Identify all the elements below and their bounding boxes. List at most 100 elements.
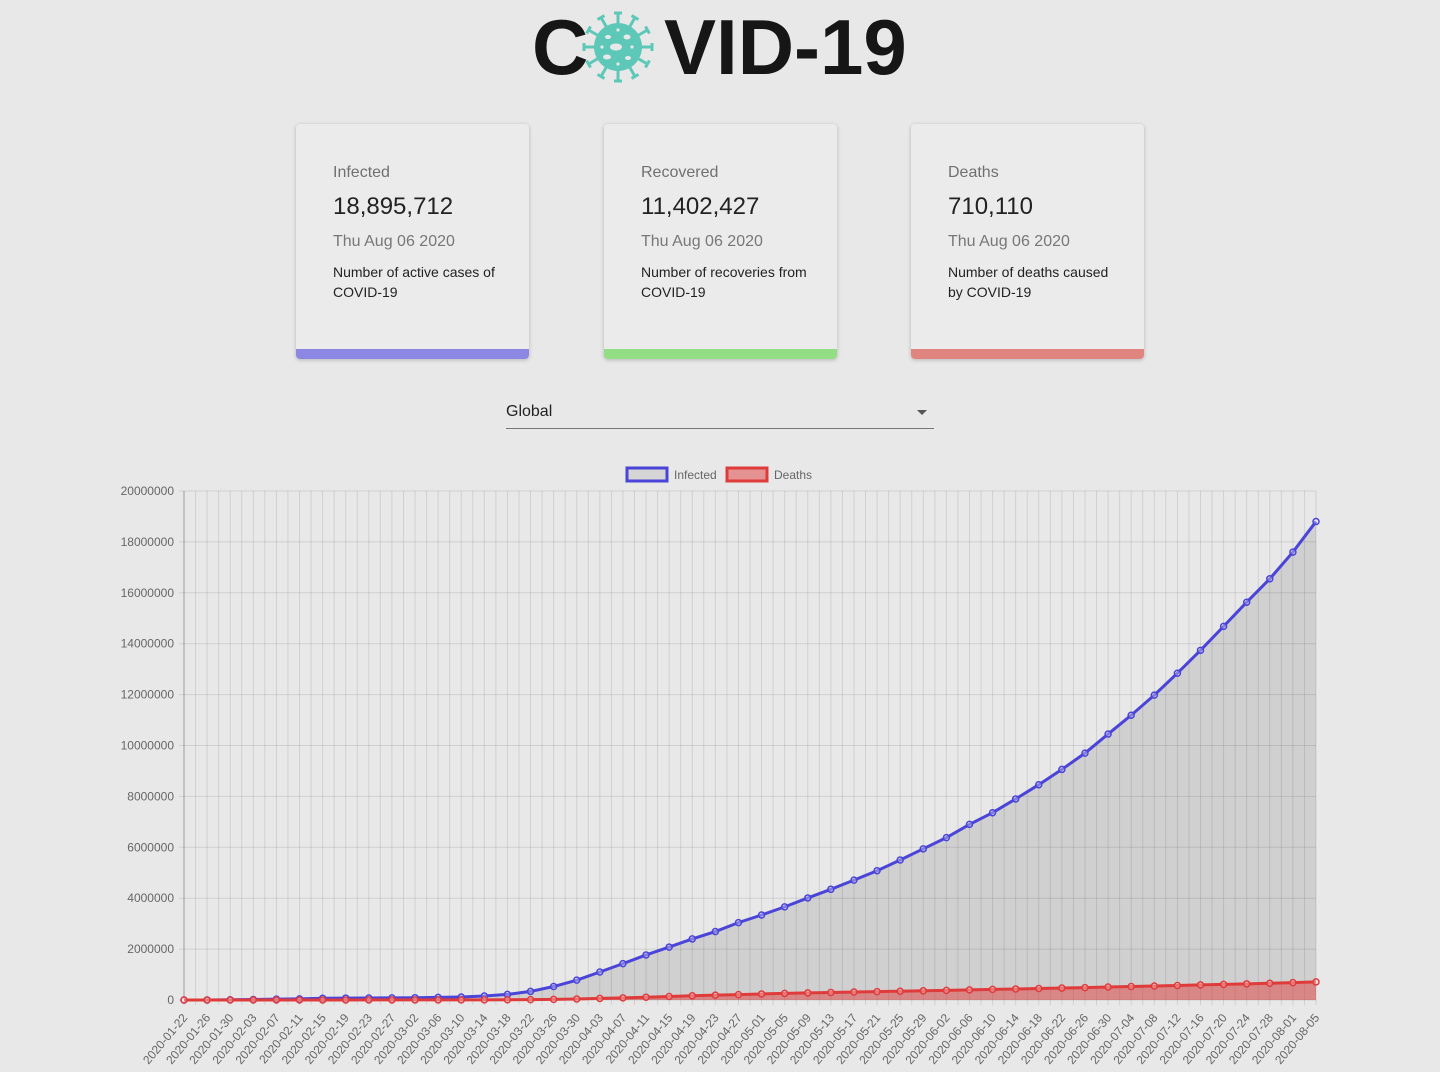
data-point-deaths bbox=[480, 996, 489, 1004]
data-point-deaths bbox=[1081, 983, 1089, 992]
card-label: Recovered bbox=[641, 164, 719, 181]
y-tick-label: 12000000 bbox=[121, 688, 175, 702]
data-point-deaths bbox=[873, 987, 881, 996]
data-point-deaths bbox=[1173, 981, 1182, 990]
data-point-infected bbox=[711, 927, 720, 936]
data-point-deaths bbox=[1035, 984, 1043, 993]
logo-text-start: C bbox=[532, 3, 589, 91]
data-point-infected bbox=[873, 866, 881, 875]
y-tick-label: 6000000 bbox=[127, 840, 174, 854]
data-point-deaths bbox=[1196, 981, 1205, 989]
data-point-deaths bbox=[226, 996, 234, 1004]
data-point-deaths bbox=[665, 992, 673, 1001]
data-point-deaths bbox=[619, 994, 627, 1002]
data-point-infected bbox=[988, 808, 997, 817]
data-point-deaths bbox=[1266, 979, 1274, 988]
covid-logo: C VID-19 bbox=[532, 2, 912, 92]
dropdown-arrow-icon bbox=[917, 410, 927, 415]
card-label: Infected bbox=[333, 164, 390, 181]
data-point-deaths bbox=[341, 996, 350, 1004]
card-description: Number of deaths caused by COVID-19 bbox=[948, 264, 1109, 300]
data-point-deaths bbox=[1011, 985, 1020, 993]
data-point-infected bbox=[1312, 517, 1320, 526]
data-point-deaths bbox=[942, 986, 951, 995]
country-select-value: Global bbox=[506, 403, 553, 420]
data-point-deaths bbox=[318, 996, 327, 1004]
card-label: Deaths bbox=[948, 164, 999, 181]
data-point-infected bbox=[642, 951, 650, 959]
data-point-deaths bbox=[596, 994, 604, 1003]
logo-text-end: VID-19 bbox=[664, 3, 907, 91]
data-point-deaths bbox=[180, 996, 188, 1004]
data-point-infected bbox=[572, 976, 581, 984]
data-point-deaths bbox=[295, 996, 304, 1004]
data-point-infected bbox=[942, 833, 951, 842]
data-point-infected bbox=[1081, 749, 1089, 757]
legend-swatch-deaths bbox=[725, 466, 769, 483]
data-point-infected bbox=[1219, 622, 1228, 631]
data-point-deaths bbox=[249, 996, 258, 1004]
card-color-bar bbox=[604, 349, 837, 359]
y-tick-label: 4000000 bbox=[127, 891, 174, 905]
card-description: Number of recoveries from COVID-19 bbox=[641, 264, 807, 300]
data-point-infected bbox=[827, 885, 835, 894]
data-point-infected bbox=[1035, 780, 1043, 789]
series-line-infected bbox=[183, 520, 1318, 1002]
card-value: 11,402,427 bbox=[641, 193, 760, 220]
data-point-deaths bbox=[1312, 978, 1320, 986]
data-point-deaths bbox=[503, 996, 512, 1004]
y-tick-label: 18000000 bbox=[121, 535, 175, 549]
data-point-deaths bbox=[572, 995, 581, 1003]
data-point-deaths bbox=[688, 992, 696, 1000]
card-value: 710,110 bbox=[948, 193, 1033, 220]
country-select[interactable]: Global bbox=[506, 398, 934, 429]
data-point-infected bbox=[757, 911, 766, 919]
data-point-deaths bbox=[850, 988, 858, 996]
data-point-deaths bbox=[1150, 982, 1159, 990]
data-point-deaths bbox=[919, 987, 928, 995]
data-point-deaths bbox=[1104, 983, 1112, 991]
data-point-deaths bbox=[434, 996, 442, 1004]
data-point-deaths bbox=[642, 993, 650, 1001]
data-point-infected bbox=[734, 918, 743, 927]
data-point-deaths bbox=[365, 996, 373, 1004]
data-point-deaths bbox=[804, 989, 812, 997]
data-point-deaths bbox=[203, 996, 211, 1004]
data-point-infected bbox=[1173, 669, 1182, 677]
data-point-infected bbox=[526, 987, 535, 996]
data-point-deaths bbox=[411, 996, 419, 1004]
data-point-deaths bbox=[388, 996, 396, 1004]
y-tick-label: 16000000 bbox=[121, 586, 175, 600]
data-point-deaths bbox=[711, 991, 720, 999]
data-point-deaths bbox=[1242, 980, 1251, 988]
data-point-deaths bbox=[457, 996, 465, 1004]
card-date: Thu Aug 06 2020 bbox=[333, 233, 455, 250]
recovered-card: Recovered 11,402,427 Thu Aug 06 2020 Num… bbox=[604, 124, 837, 359]
cases-line-chart: 0 2000000 4000000 6000000 8000000 10000000 120… bbox=[121, 466, 1323, 1067]
data-point-deaths bbox=[1219, 980, 1228, 989]
data-point-deaths bbox=[1058, 984, 1066, 992]
data-point-infected bbox=[1242, 598, 1251, 606]
data-point-infected bbox=[896, 856, 904, 864]
data-point-deaths bbox=[780, 989, 789, 998]
data-point-infected bbox=[619, 959, 627, 968]
data-point-infected bbox=[1266, 575, 1274, 583]
data-point-infected bbox=[780, 903, 789, 911]
data-point-deaths bbox=[827, 988, 835, 997]
virus-icon bbox=[582, 11, 654, 83]
y-tick-label: 10000000 bbox=[121, 739, 175, 753]
data-point-deaths bbox=[734, 990, 743, 999]
data-point-deaths bbox=[272, 996, 281, 1004]
data-point-deaths bbox=[988, 985, 997, 994]
data-point-infected bbox=[596, 968, 604, 976]
legend-label-infected: Infected bbox=[674, 468, 717, 482]
legend-swatch-infected bbox=[625, 466, 669, 483]
card-value: 18,895,712 bbox=[333, 193, 454, 220]
infected-card: Infected 18,895,712 Thu Aug 06 2020 Numb… bbox=[296, 124, 529, 359]
card-date: Thu Aug 06 2020 bbox=[641, 233, 763, 250]
series-line-deaths bbox=[183, 980, 1317, 1002]
card-color-bar bbox=[911, 349, 1144, 359]
y-tick-label: 14000000 bbox=[121, 637, 175, 651]
data-point-deaths bbox=[1289, 978, 1297, 987]
data-point-infected bbox=[1196, 646, 1205, 655]
